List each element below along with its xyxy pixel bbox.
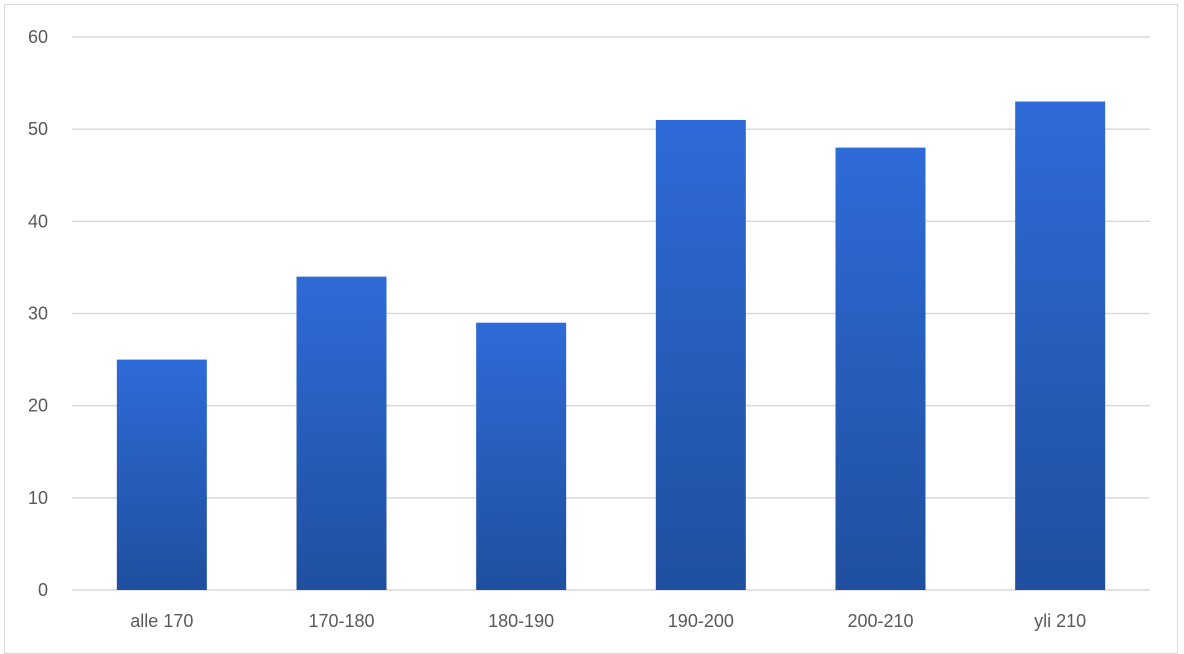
y-tick-label: 30 [28, 304, 48, 324]
y-axis-tick-labels: 0 10 20 30 40 50 60 [28, 27, 48, 600]
y-tick-label: 0 [38, 580, 48, 600]
x-axis-tick-labels: alle 170 170-180 180-190 190-200 200-210 yli … [130, 611, 1086, 631]
x-tick-label: 200-210 [847, 611, 913, 631]
x-tick-label: 180-190 [488, 611, 554, 631]
bar-200-210 [835, 147, 926, 590]
x-tick-label: yli 210 [1034, 611, 1086, 631]
y-tick-label: 50 [28, 119, 48, 139]
y-tick-label: 10 [28, 488, 48, 508]
x-tick-label: 190-200 [668, 611, 734, 631]
x-tick-label: 170-180 [308, 611, 374, 631]
bar-yli-210 [1015, 101, 1106, 591]
bars [116, 101, 1106, 591]
y-tick-label: 20 [28, 396, 48, 416]
bar-190-200 [655, 119, 746, 590]
x-tick-label: alle 170 [130, 611, 193, 631]
bar-180-190 [476, 322, 567, 590]
y-tick-label: 40 [28, 211, 48, 231]
bar-alle-170 [116, 359, 207, 590]
y-tick-label: 60 [28, 27, 48, 47]
bar-170-180 [296, 276, 387, 590]
gridlines [72, 36, 1150, 591]
